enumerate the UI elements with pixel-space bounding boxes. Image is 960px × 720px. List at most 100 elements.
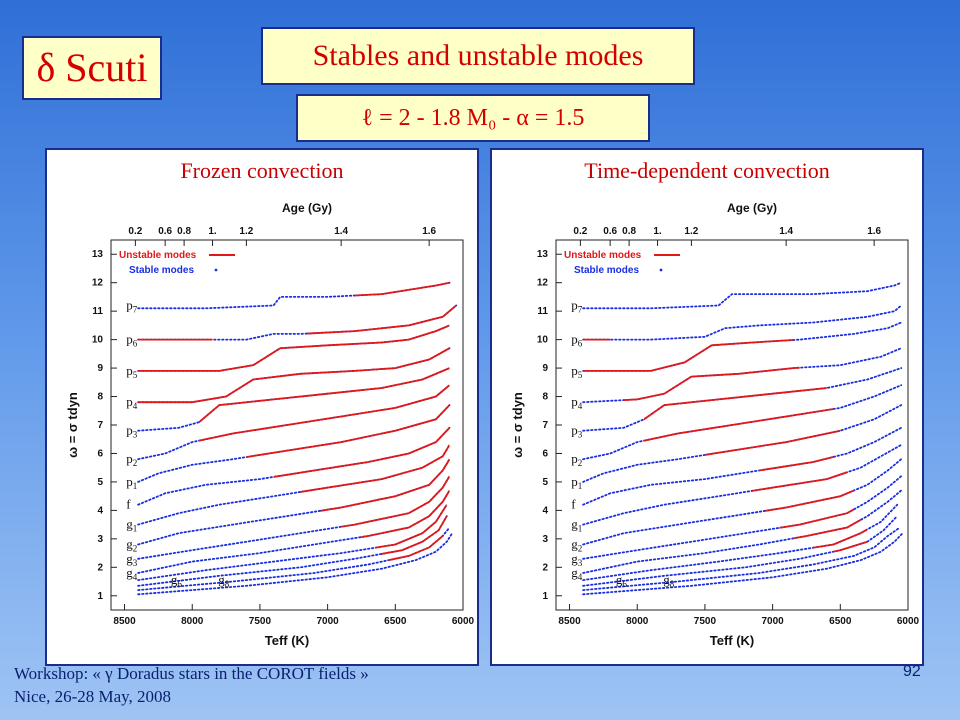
mode-unstable-p4	[138, 347, 450, 404]
mode-unstable-f	[273, 427, 450, 478]
mode-track-g1	[582, 443, 903, 526]
mode-track-g5	[582, 503, 899, 582]
top-tick-label: 1.4	[779, 226, 793, 237]
mode-unstable-g3	[341, 475, 450, 528]
top-tick-label: 0.8	[177, 226, 191, 237]
y-tick-label: 8	[542, 392, 548, 403]
y-tick-label: 6	[97, 448, 103, 459]
mode-unstable-p5	[583, 339, 793, 372]
y-tick-label: 13	[92, 249, 104, 260]
mode-unstable-g3	[779, 508, 854, 529]
x-tick-label: 7000	[761, 616, 784, 627]
mode-unstable-g7	[388, 534, 443, 562]
top-tick-label: 0.8	[622, 226, 636, 237]
page-number: 92	[903, 663, 921, 680]
y-tick-label: 5	[542, 477, 548, 488]
top-tick-label: 1.4	[334, 226, 348, 237]
mode-label-p5: p5	[126, 363, 138, 380]
mode-unstable-p2	[199, 384, 450, 442]
y-tick-label: 7	[97, 420, 103, 431]
y-tick-label: 2	[542, 562, 548, 573]
x-tick-label: 8000	[626, 616, 649, 627]
legend-stable-swatch	[214, 268, 218, 272]
legend-stable-label: Stable modes	[574, 265, 639, 276]
y-tick-label: 3	[542, 534, 548, 545]
mode-track-p3	[137, 367, 451, 432]
top-tick-label: 0.6	[603, 226, 617, 237]
mode-unstable-g2	[765, 489, 854, 512]
mode-track-p6	[582, 304, 903, 341]
top-tick-label: 1.	[208, 226, 217, 237]
top-tick-label: 1.6	[422, 226, 436, 237]
y-tick-label: 13	[537, 249, 549, 260]
mode-label-p7: p7	[126, 297, 138, 314]
mode-label-g2: g2	[571, 537, 582, 554]
chart-title: Frozen convection	[180, 158, 344, 183]
mode-label-g8: g8	[663, 572, 675, 589]
y-tick-label: 10	[92, 335, 104, 346]
mode-unstable-g4	[792, 518, 861, 540]
y-tick-label: 5	[97, 477, 103, 488]
mode-track-g8	[137, 532, 454, 596]
mode-label-p1: p1	[571, 474, 582, 491]
mode-label-f: f	[126, 497, 131, 512]
legend-stable-label: Stable modes	[129, 265, 194, 276]
x-tick-label: 6000	[452, 616, 475, 627]
mode-label-p6: p6	[126, 332, 138, 349]
top-tick-label: 1.2	[684, 226, 698, 237]
mode-track-p1	[137, 404, 451, 483]
y-tick-label: 4	[97, 505, 103, 516]
chart-title: Time-dependent convection	[584, 158, 830, 183]
mode-unstable-p3	[644, 387, 827, 421]
mode-track-p5	[582, 321, 903, 372]
mode-track-g7	[582, 526, 901, 592]
mode-unstable-p4	[623, 366, 800, 402]
top-tick-label: 0.2	[573, 226, 587, 237]
mode-track-p7	[137, 281, 451, 310]
y-tick-label: 9	[97, 363, 103, 374]
mode-unstable-p2	[644, 408, 834, 442]
x-tick-label: 7500	[249, 616, 272, 627]
mode-label-p2: p2	[126, 451, 137, 468]
x-tick-label: 8000	[181, 616, 204, 627]
mode-label-p2: p2	[571, 451, 582, 468]
mode-unstable-g6	[381, 515, 447, 555]
y-tick-label: 2	[97, 562, 103, 573]
mode-track-g6	[582, 515, 899, 587]
mode-label-g1: g1	[126, 517, 137, 534]
y-tick-label: 12	[92, 278, 104, 289]
mode-label-p7: p7	[571, 297, 583, 314]
y-tick-label: 10	[537, 335, 549, 346]
footer-location-date: Nice, 26-28 May, 2008	[14, 687, 172, 706]
mode-unstable-p5	[138, 324, 450, 372]
mode-label-g3: g3	[126, 551, 138, 568]
y-tick-label: 4	[542, 505, 548, 516]
chart-panel-frozen: Frozen convection 8500 8000 7500 7000 6500 60…	[45, 148, 479, 666]
top-tick-label: 1.	[653, 226, 662, 237]
x-tick-label: 6500	[384, 616, 407, 627]
top-tick-label: 0.6	[158, 226, 172, 237]
x-axis-label: Teff (K)	[710, 633, 755, 648]
mode-label-p3: p3	[571, 423, 583, 440]
x-axis-label: Teff (K)	[265, 633, 310, 648]
mode-label-g2: g2	[126, 537, 137, 554]
mode-label-g3: g3	[571, 551, 583, 568]
legend-unstable-label: Unstable modes	[564, 250, 642, 261]
legend-unstable-label: Unstable modes	[119, 250, 197, 261]
mode-label-g6: g6	[171, 572, 183, 589]
y-tick-label: 6	[542, 448, 548, 459]
y-tick-label: 7	[542, 420, 548, 431]
x-tick-label: 8500	[113, 616, 136, 627]
top-tick-label: 0.2	[128, 226, 142, 237]
mode-unstable-g1	[752, 471, 848, 492]
top-tick-label: 1.6	[867, 226, 881, 237]
mode-unstable-g2	[320, 458, 450, 512]
mode-track-p6	[137, 304, 458, 341]
mode-label-p6: p6	[571, 332, 583, 349]
top-tick-label: 1.2	[239, 226, 253, 237]
mode-label-p4: p4	[571, 394, 583, 411]
mode-track-g2	[137, 458, 451, 546]
x-tick-label: 6500	[829, 616, 852, 627]
